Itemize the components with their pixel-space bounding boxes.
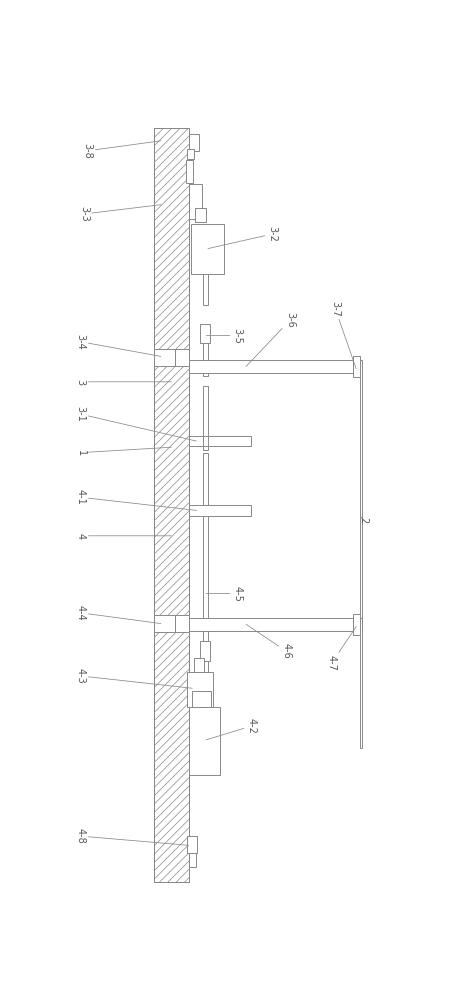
Bar	[200, 324, 211, 343]
Bar	[202, 446, 207, 450]
Bar	[189, 853, 196, 867]
Text: 3-8: 3-8	[83, 141, 161, 159]
Bar	[353, 356, 360, 377]
Bar	[175, 615, 189, 632]
Bar	[187, 836, 198, 853]
Text: 3-3: 3-3	[79, 205, 161, 222]
Text: 4-8: 4-8	[76, 828, 189, 845]
Bar	[360, 360, 362, 632]
Bar	[202, 343, 207, 376]
Bar	[202, 436, 207, 446]
Text: 4: 4	[76, 533, 171, 539]
Text: 3-1: 3-1	[76, 406, 197, 441]
Bar	[353, 614, 360, 635]
Bar	[192, 691, 211, 707]
Bar	[154, 615, 175, 632]
Text: 4-3: 4-3	[76, 668, 192, 688]
Text: 3-5: 3-5	[206, 328, 243, 344]
Bar	[154, 128, 189, 882]
Bar	[202, 386, 207, 436]
Bar	[202, 453, 207, 505]
Bar	[189, 707, 220, 774]
Bar	[186, 160, 193, 183]
Bar	[195, 208, 206, 222]
Text: 3-6: 3-6	[246, 312, 295, 366]
Text: 4-2: 4-2	[206, 718, 256, 740]
Bar	[360, 618, 362, 748]
Text: 4-5: 4-5	[206, 586, 243, 601]
Bar	[187, 672, 213, 707]
Bar	[154, 349, 175, 366]
Bar	[154, 128, 189, 882]
Bar	[200, 641, 211, 661]
Bar	[175, 349, 189, 366]
Bar	[194, 658, 204, 672]
Text: 1: 1	[76, 447, 171, 456]
Text: 4-4: 4-4	[76, 605, 161, 624]
Bar	[202, 274, 207, 305]
Bar	[189, 436, 251, 446]
Bar	[189, 618, 353, 631]
Bar	[187, 149, 194, 158]
Bar	[190, 224, 224, 274]
Text: 3-7: 3-7	[330, 301, 356, 369]
Bar	[202, 516, 207, 661]
Text: 3-4: 3-4	[76, 334, 161, 356]
Bar	[202, 661, 207, 680]
Text: 3: 3	[76, 379, 171, 385]
Text: 2: 2	[358, 517, 368, 524]
Text: 4-6: 4-6	[246, 624, 292, 659]
Bar	[189, 134, 199, 151]
Bar	[189, 360, 353, 373]
Text: 3-2: 3-2	[208, 226, 278, 249]
Bar	[189, 184, 202, 219]
Text: 4-1: 4-1	[76, 489, 197, 510]
Text: 4-7: 4-7	[327, 627, 356, 671]
Bar	[189, 505, 251, 516]
